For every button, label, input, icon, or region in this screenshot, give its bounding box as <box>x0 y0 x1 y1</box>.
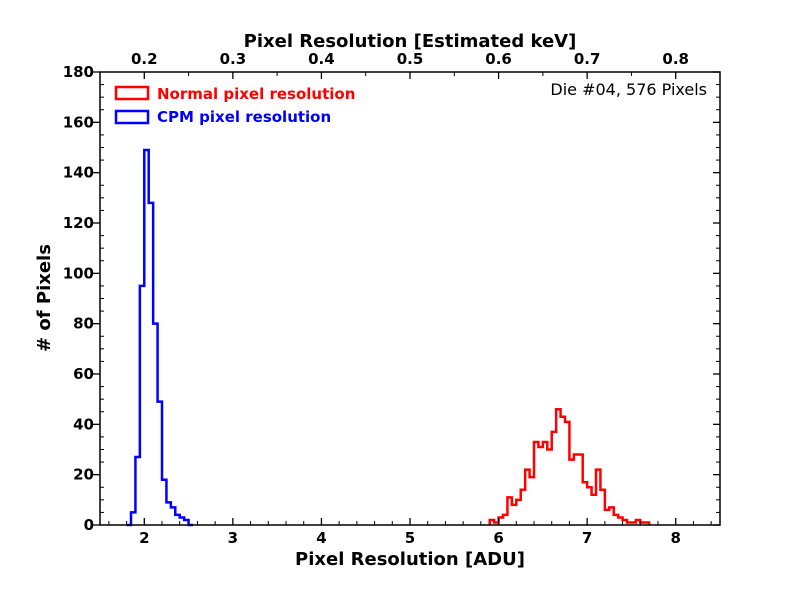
die-annotation: Die #04, 576 Pixels <box>550 80 707 99</box>
series-cpm-histogram <box>126 148 193 527</box>
legend-label-normal: Normal pixel resolution <box>157 85 355 103</box>
x-tick-label: 6 <box>493 529 503 547</box>
top-x-tick-label: 0.8 <box>662 50 689 68</box>
y-tick-label: 140 <box>63 164 94 182</box>
y-tick-label: 0 <box>84 516 94 534</box>
series-normal-histogram <box>488 407 651 525</box>
legend-swatch-normal <box>114 85 150 101</box>
x-tick-label: 8 <box>670 529 680 547</box>
top-x-axis-title: Pixel Resolution [Estimated keV] <box>244 31 577 52</box>
top-x-tick-label: 0.5 <box>397 50 424 68</box>
x-tick-label: 4 <box>316 529 326 547</box>
y-tick-label: 40 <box>73 415 94 433</box>
top-x-tick-label: 0.3 <box>220 50 247 68</box>
series-layer <box>126 148 651 527</box>
x-axis-title: Pixel Resolution [ADU] <box>295 549 525 570</box>
y-tick-label: 180 <box>63 63 94 81</box>
legend-label-cpm: CPM pixel resolution <box>157 108 331 126</box>
x-tick-label: 2 <box>139 529 149 547</box>
y-tick-label: 100 <box>63 264 94 282</box>
y-tick-label: 20 <box>73 466 94 484</box>
ticks-layer: 0 20 40 60 80 100 120 140 160 180 2 3 4 5 6 7 8 0.2 0.3 0.4… <box>63 50 721 547</box>
top-x-tick-label: 0.4 <box>308 50 335 68</box>
y-tick-label: 160 <box>63 113 94 131</box>
x-tick-label: 7 <box>582 529 592 547</box>
top-x-tick-label: 0.7 <box>574 50 601 68</box>
top-x-tick-label: 0.6 <box>485 50 512 68</box>
y-axis-title: # of Pixels <box>34 244 55 352</box>
plot-frame <box>99 71 721 526</box>
y-tick-label: 120 <box>63 214 94 232</box>
y-tick-label: 60 <box>73 365 94 383</box>
legend-swatch-cpm <box>114 109 150 125</box>
legend: Normal pixel resolution CPM pixel resolu… <box>114 85 355 126</box>
top-x-tick-label: 0.2 <box>131 50 158 68</box>
x-tick-label: 3 <box>228 529 238 547</box>
x-tick-label: 5 <box>405 529 415 547</box>
y-tick-label: 80 <box>73 315 94 333</box>
